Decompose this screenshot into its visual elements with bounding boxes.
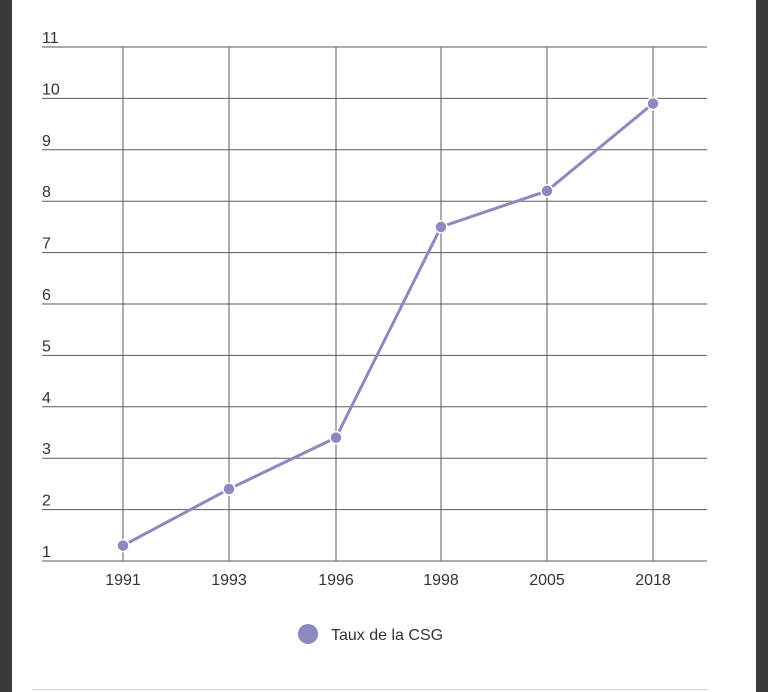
data-point xyxy=(434,220,448,234)
legend: Taux de la CSG xyxy=(298,624,443,644)
x-tick-label: 1996 xyxy=(318,572,354,589)
x-axis-ticks: 1991 1993 1996 1998 2005 2018 xyxy=(105,572,671,589)
data-point xyxy=(540,184,554,198)
x-tick-label: 1993 xyxy=(211,572,247,589)
y-tick-label: 4 xyxy=(42,390,51,407)
chart-page: 1 2 3 4 5 6 7 8 9 10 11 1991 1993 1996 1998 2005 2018 T… xyxy=(12,0,756,692)
bottom-divider xyxy=(32,689,708,690)
y-tick-label: 6 xyxy=(42,287,51,304)
y-tick-label: 7 xyxy=(42,236,51,253)
series-taux-de-la-csg xyxy=(116,96,660,553)
line-chart: 1 2 3 4 5 6 7 8 9 10 11 1991 1993 1996 1998 2005 2018 T… xyxy=(42,30,707,644)
grid xyxy=(42,46,707,562)
y-tick-label: 10 xyxy=(42,81,60,98)
x-tick-label: 2018 xyxy=(635,572,671,589)
y-tick-label: 5 xyxy=(42,338,51,355)
y-tick-label: 9 xyxy=(42,133,51,150)
data-point xyxy=(116,538,130,553)
y-tick-label: 11 xyxy=(42,30,59,47)
data-point xyxy=(646,96,660,111)
x-tick-label: 2005 xyxy=(529,572,565,589)
y-tick-label: 2 xyxy=(42,493,51,510)
series-line xyxy=(121,102,655,548)
y-tick-label: 1 xyxy=(42,544,51,561)
y-tick-label: 8 xyxy=(42,184,51,201)
legend-label: Taux de la CSG xyxy=(331,627,443,644)
x-tick-label: 1998 xyxy=(423,572,459,589)
legend-marker xyxy=(298,624,318,644)
x-tick-label: 1991 xyxy=(105,572,141,589)
y-tick-label: 3 xyxy=(42,441,51,458)
y-axis-ticks: 1 2 3 4 5 6 7 8 9 10 11 xyxy=(42,30,60,561)
data-point xyxy=(329,430,343,445)
data-point xyxy=(222,482,236,496)
